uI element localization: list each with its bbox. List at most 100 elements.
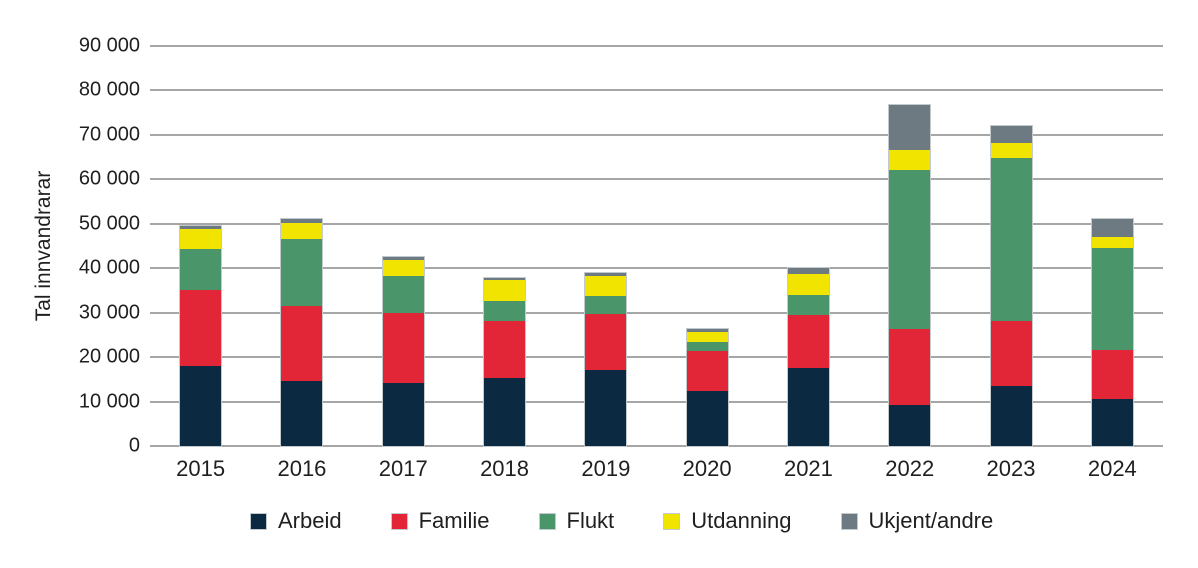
y-axis-tick-labels: 0 10 000 20 000 30 000 40 000 50 000 60 000 70 … [0,0,140,568]
legend-swatch-flukt [538,512,556,530]
segment-utdanning-2016 [281,223,323,239]
segment-familie-2020 [686,351,728,392]
segment-familie-2017 [382,312,424,383]
segment-flukt-2017 [382,276,424,313]
segment-arbeid-2015 [180,365,222,446]
legend-label-familie: Familie [418,508,490,533]
y-tick-label: 0 [128,434,140,457]
gridline [150,445,1163,447]
segment-familie-2023 [990,321,1032,386]
y-tick-label: 50 000 [78,212,140,235]
legend: Arbeid Familie Flukt Utdanning Ukjent/andre [250,505,993,537]
x-axis-labels: 2015 2016 2017 2018 2019 2020 2021 2022 2023 2024 [150,456,1163,482]
bar-slot-2022 [859,46,960,448]
segment-flukt-2022 [889,170,931,329]
x-axis-label-2015: 2015 [176,456,226,481]
x-axis-label-2021: 2021 [783,456,833,481]
segment-familie-2024 [1091,350,1133,399]
gridline [150,311,1163,314]
x-axis-label-2016: 2016 [277,456,327,481]
segment-utdanning-2024 [1091,236,1133,249]
x-axis-label-2024: 2024 [1087,456,1137,481]
x-axis-label-2023: 2023 [986,456,1036,481]
segment-ukjent-andre-2022 [889,104,931,151]
segment-utdanning-2018 [484,280,526,302]
segment-arbeid-2018 [484,378,526,446]
segment-flukt-2024 [1091,248,1133,351]
gridline [150,400,1163,403]
gridline [150,89,1163,92]
bar-slot-2021 [758,46,859,448]
gridline [150,133,1163,136]
legend-item-flukt: Flukt [538,508,615,534]
segment-arbeid-2020 [686,391,728,446]
bar-slot-2019 [555,46,656,447]
segment-familie-2022 [889,328,931,405]
bar-2020 [685,328,729,447]
segment-ukjent-andre-2018 [484,278,526,281]
segment-flukt-2016 [281,238,323,307]
bar-2016 [280,217,324,448]
legend-item-utdanning: Utdanning [663,508,792,534]
segment-arbeid-2024 [1091,398,1133,446]
bar-slot-2024 [1062,46,1163,447]
bar-2018 [483,277,527,447]
segment-flukt-2018 [484,301,526,322]
segment-arbeid-2016 [281,380,323,446]
x-axis-label-2020: 2020 [682,456,732,481]
segment-ukjent-andre-2020 [686,329,728,333]
segment-familie-2015 [180,290,222,366]
legend-label-arbeid: Arbeid [278,508,342,533]
legend-label-utdanning: Utdanning [691,508,792,533]
bar-slot-2020 [656,46,757,447]
segment-flukt-2020 [686,341,728,352]
segment-ukjent-andre-2016 [281,218,323,224]
gridline [150,267,1163,270]
y-tick-label: 80 000 [78,78,140,101]
legend-item-familie: Familie [390,508,490,534]
segment-ukjent-andre-2021 [787,267,829,275]
bar-slot-2018 [454,46,555,447]
segment-familie-2019 [585,313,627,371]
bar-2023 [989,125,1033,447]
bars-layer [150,46,1163,448]
segment-arbeid-2021 [787,368,829,446]
legend-label-ukjent-andre: Ukjent/andre [868,508,994,533]
y-tick-label: 40 000 [78,256,140,279]
segment-arbeid-2023 [990,386,1032,446]
segment-ukjent-andre-2017 [382,256,424,261]
segment-flukt-2023 [990,158,1032,322]
legend-swatch-familie [390,512,408,530]
x-axis-label-2022: 2022 [885,456,935,481]
segment-arbeid-2017 [382,382,424,446]
x-axis-label-2017: 2017 [378,456,428,481]
bar-2022 [888,103,932,448]
segment-flukt-2015 [180,249,222,291]
y-tick-label: 60 000 [78,167,140,190]
segment-utdanning-2023 [990,142,1032,159]
bar-slot-2016 [251,46,352,448]
bar-2017 [381,255,425,448]
gridline [150,356,1163,359]
segment-ukjent-andre-2019 [585,273,627,277]
gridline [150,178,1163,181]
segment-utdanning-2021 [787,274,829,295]
legend-label-flukt: Flukt [566,508,615,533]
segment-arbeid-2019 [585,370,627,446]
bar-slot-2015 [150,46,251,447]
bar-slot-2023 [960,46,1061,447]
plot-area [150,45,1163,448]
segment-utdanning-2015 [180,228,222,250]
segment-familie-2021 [787,314,829,369]
segment-utdanning-2019 [585,276,627,296]
bar-2019 [584,272,628,447]
y-tick-label: 70 000 [78,123,140,146]
segment-familie-2018 [484,321,526,378]
x-axis-label-2018: 2018 [480,456,530,481]
segment-flukt-2019 [585,295,627,314]
bar-2021 [786,266,830,448]
bar-2024 [1090,218,1134,447]
legend-item-ukjent-andre: Ukjent/andre [840,508,994,534]
segment-utdanning-2020 [686,332,728,342]
legend-swatch-arbeid [250,512,267,530]
